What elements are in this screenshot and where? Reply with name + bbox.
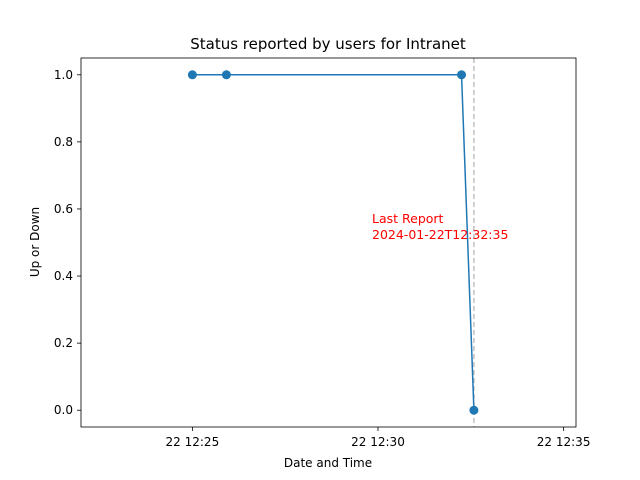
y-tick-label: 0.8 <box>54 135 73 149</box>
y-tick-label: 0.6 <box>54 202 73 216</box>
x-tick-label: 22 12:30 <box>351 435 405 449</box>
axes-frame <box>80 57 577 428</box>
annotation-line-1: Last Report <box>372 211 444 226</box>
x-tick-label: 22 12:35 <box>537 435 591 449</box>
y-tick-label: 1.0 <box>54 68 73 82</box>
y-axis-label: Up or Down <box>28 207 42 277</box>
annotation-line-2: 2024-01-22T12:32:35 <box>372 227 508 242</box>
chart-title: Status reported by users for Intranet <box>190 35 466 53</box>
series-line <box>192 74 475 411</box>
y-tick-label: 0.4 <box>54 269 73 283</box>
data-point <box>469 405 479 415</box>
x-tick-label: 22 12:25 <box>166 435 220 449</box>
data-point <box>221 70 231 80</box>
data-point <box>457 70 467 80</box>
x-axis-label: Date and Time <box>284 456 372 470</box>
data-point <box>187 70 197 80</box>
y-tick-label: 0.0 <box>54 403 73 417</box>
y-tick-label: 0.2 <box>54 336 73 350</box>
plot-area: 22 12:25 22 12:30 22 12:35 0.0 0.2 0.4 0.6 0.8 1… <box>54 57 591 449</box>
